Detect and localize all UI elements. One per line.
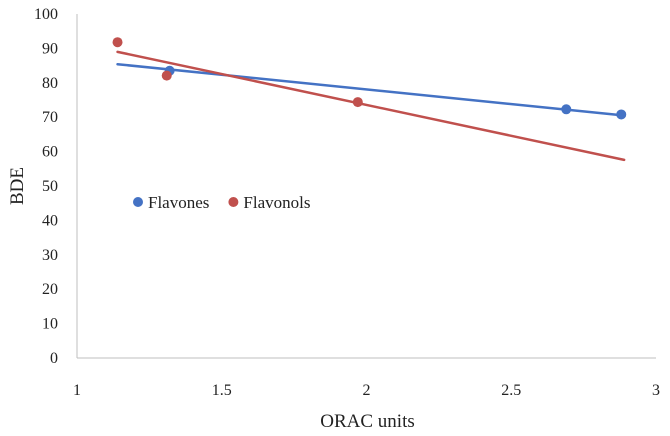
y-axis-title: BDE [7, 167, 28, 205]
legend-marker-flavonols [228, 197, 239, 207]
data-point-flavonols [161, 70, 172, 81]
x-tick-label: 2 [363, 382, 371, 399]
trendline-flavonols [116, 50, 626, 162]
y-tick-label: 80 [42, 75, 58, 92]
data-point-flavones [561, 104, 572, 115]
y-tick-label: 30 [42, 247, 58, 264]
y-tick-label: 100 [34, 6, 58, 23]
y-tick-label: 90 [42, 40, 58, 57]
x-tick-label: 3 [652, 382, 660, 399]
x-tick-label: 1.5 [212, 382, 232, 399]
y-tick-label: 10 [42, 316, 58, 333]
x-tick-label: 2.5 [501, 382, 521, 399]
data-point-flavonols [112, 37, 123, 48]
x-axis-title: ORAC units [320, 411, 415, 432]
y-tick-label: 20 [42, 281, 58, 298]
y-tick-label: 60 [42, 144, 58, 161]
legend-marker-flavones [133, 197, 143, 207]
legend-label-flavones: Flavones [148, 193, 209, 212]
trendline-flavones [116, 62, 626, 117]
y-tick-label: 50 [42, 178, 58, 195]
data-point-flavonols [352, 97, 363, 108]
x-tick-label: 1 [73, 382, 81, 399]
y-tick-label: 70 [42, 109, 58, 126]
data-point-flavones [616, 109, 627, 120]
y-tick-label: 0 [50, 350, 58, 367]
y-tick-label: 40 [42, 212, 58, 229]
legend-label-flavonols: Flavonols [243, 193, 310, 212]
